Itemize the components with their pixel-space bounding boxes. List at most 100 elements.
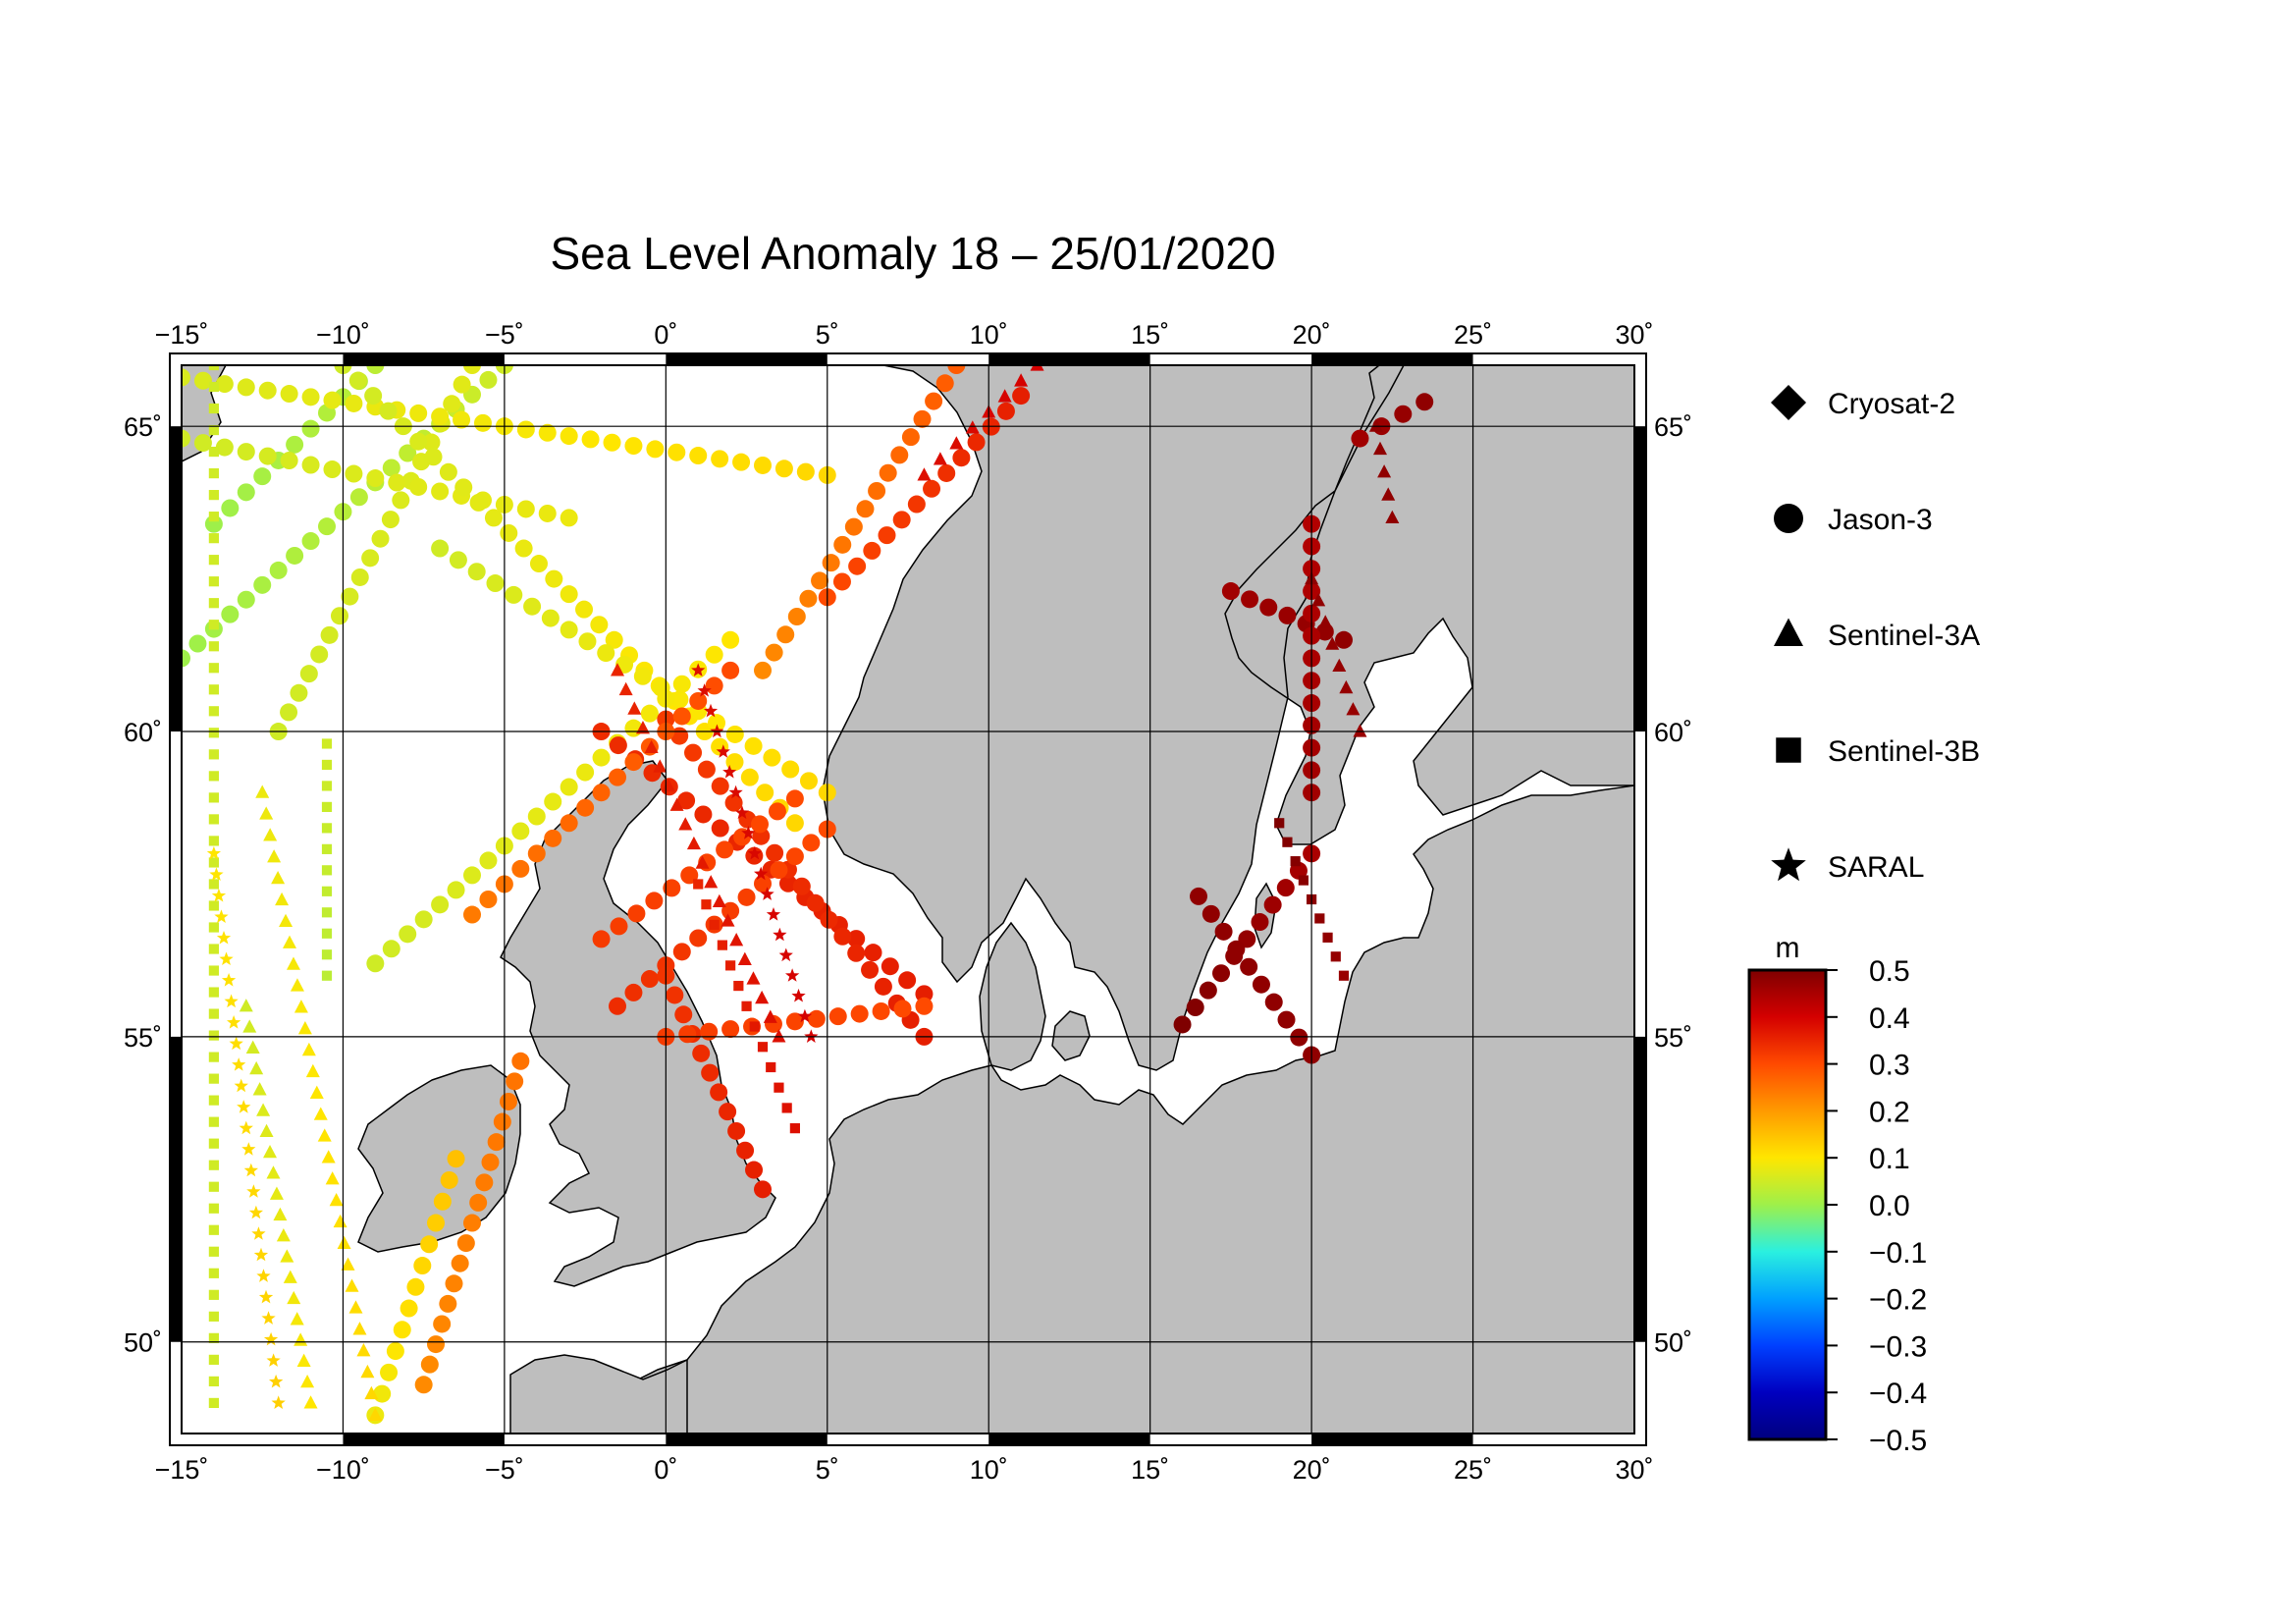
track-point [493,1112,511,1131]
track-point [635,721,650,734]
track-point [645,892,664,910]
track-point [592,784,611,802]
track-point [766,1061,776,1073]
track-17 [818,387,1031,607]
track-point [937,463,956,482]
track-point [725,753,744,772]
track-point [224,994,239,1008]
track-point [463,866,481,885]
track-point [719,1103,737,1121]
track-point [345,394,363,412]
track-point [721,901,740,920]
track-point [848,557,867,575]
track-point [560,585,578,604]
track-point [792,877,811,895]
frame-bar-top [666,353,828,365]
track-point [451,1254,469,1272]
track-point [609,736,627,755]
track-point [514,539,533,558]
track-point [211,888,227,902]
track-point [481,1153,500,1171]
track-point [541,609,560,627]
track-point [721,1020,740,1039]
track-point [301,532,320,551]
track-point [1030,365,1044,371]
track-point [878,526,896,545]
track-point [744,736,763,755]
colorbar-tick-label: 0.1 [1869,1143,1910,1175]
track-point [422,433,441,452]
track-point [653,759,667,773]
track-point [917,467,932,481]
frame-bar-top [1311,353,1473,365]
track-point [469,1193,488,1212]
track-point [797,1008,813,1023]
track-point [523,597,542,616]
track-point [188,634,207,653]
track-point [208,1095,219,1106]
track-point [1335,630,1353,649]
track-point [248,1205,263,1219]
track-point [409,432,428,451]
track-point [727,1121,746,1140]
track-4 [182,368,836,484]
track-point [778,874,797,893]
frame-bar-left [170,426,182,732]
track-point [741,1001,752,1011]
track-22 [1303,514,1321,802]
lon-tick-label-top: −15˚ [155,320,209,350]
track-point [219,951,234,965]
track-point [1190,887,1207,905]
track-point [208,922,219,933]
track-point [208,771,219,782]
track-point [242,1019,257,1033]
track-point [893,1000,912,1018]
lat-tick-label-right: 50˚ [1654,1328,1692,1358]
colorbar-unit: m [1776,932,1800,964]
track-point [1199,981,1217,1000]
track-point [399,925,417,944]
track-point [1212,964,1231,983]
track-point [661,778,675,792]
track-35 [206,845,286,1409]
lon-tick-label-top: 15˚ [1131,320,1169,350]
track-point [399,444,417,462]
track-point [420,1355,439,1374]
track-point [424,448,443,466]
track-point [469,493,488,512]
track-point [740,768,759,786]
track-10 [592,789,804,948]
track-point [1311,593,1326,607]
track-point [267,849,282,863]
colorbar-ticks: 0.5 0.4 0.3 0.2 0.1 0.0 −0.1 −0.2 −0.3 −0.4 −0.5 [1826,955,1927,1457]
track-point [545,569,563,588]
track-19 [1173,844,1321,1034]
track-point [309,1085,324,1099]
track-point [755,990,770,1004]
track-point [754,1180,772,1199]
colorbar-tick-label: −0.1 [1869,1237,1927,1270]
track-point [618,681,633,696]
legend-label: Cryosat-2 [1828,388,1955,420]
track-point [463,1214,481,1232]
track-point [881,957,899,976]
track-point [560,509,578,527]
track-point [644,739,659,753]
track-point [208,663,219,674]
track-point [301,388,320,406]
track-point [321,970,333,981]
track-point [763,748,781,767]
track-point [716,744,730,758]
track-point [605,630,623,649]
track-point [789,1123,800,1134]
frame-bar-right [1634,1036,1646,1342]
frame-inner [181,364,1635,1434]
track-point [1276,879,1295,897]
lon-tick-label-top: −10˚ [316,320,370,350]
track-point [1373,441,1387,456]
track-point [575,600,594,619]
track-point [708,714,726,732]
lon-tick-label-bottom: 25˚ [1454,1455,1492,1485]
track-point [807,1009,826,1028]
